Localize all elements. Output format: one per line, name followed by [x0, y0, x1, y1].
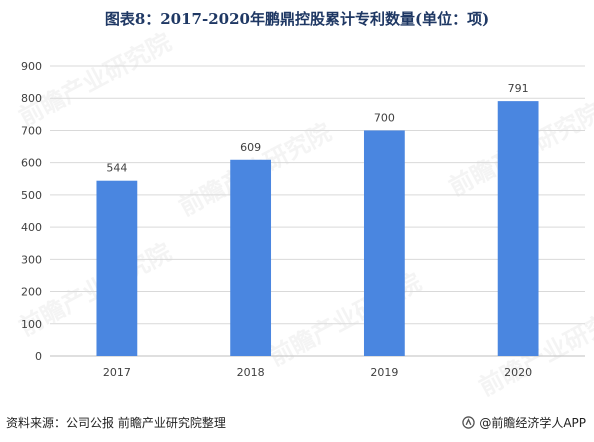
bar-2017 — [96, 180, 138, 356]
data-label: 791 — [508, 82, 529, 95]
bar-2018 — [230, 159, 272, 356]
y-tick-label: 800 — [21, 92, 42, 105]
x-tick-label: 2020 — [504, 366, 532, 379]
data-label: 700 — [374, 111, 395, 124]
bar-2019 — [363, 130, 405, 356]
bar-2020 — [497, 101, 539, 356]
credit-text: @前瞻经济学人APP — [479, 416, 586, 430]
x-tick-label: 2017 — [103, 366, 131, 379]
brand-logo-icon — [462, 416, 476, 429]
y-tick-label: 900 — [21, 60, 42, 73]
y-tick-label: 700 — [21, 124, 42, 137]
y-tick-label: 0 — [35, 350, 42, 363]
x-tick-label: 2019 — [370, 366, 398, 379]
data-label: 544 — [106, 162, 127, 175]
y-tick-label: 400 — [21, 221, 42, 234]
x-tick-label: 2018 — [237, 366, 265, 379]
y-tick-label: 100 — [21, 318, 42, 331]
data-label: 609 — [240, 141, 261, 154]
y-tick-label: 200 — [21, 286, 42, 299]
credit-note: @前瞻经济学人APP — [462, 414, 586, 431]
y-tick-label: 300 — [21, 253, 42, 266]
y-tick-label: 500 — [21, 189, 42, 202]
chart-title: 图表8：2017-2020年鹏鼎控股累计专利数量(单位：项) — [104, 10, 490, 28]
source-note: 资料来源：公司公报 前瞻产业研究院整理 — [6, 416, 226, 430]
y-tick-label: 600 — [21, 157, 42, 170]
